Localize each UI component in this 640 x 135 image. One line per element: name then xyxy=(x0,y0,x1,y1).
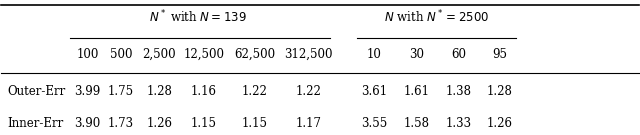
Text: 60: 60 xyxy=(451,48,467,61)
Text: 3.90: 3.90 xyxy=(74,117,100,130)
Text: 1.73: 1.73 xyxy=(108,117,134,130)
Text: 1.15: 1.15 xyxy=(191,117,217,130)
Text: $N$ with $N^* = 2500$: $N$ with $N^* = 2500$ xyxy=(385,9,490,26)
Text: 1.26: 1.26 xyxy=(147,117,172,130)
Text: 3.55: 3.55 xyxy=(361,117,387,130)
Text: $N^*$ with $N = 139$: $N^*$ with $N = 139$ xyxy=(149,9,247,26)
Text: 12,500: 12,500 xyxy=(184,48,225,61)
Text: Outer-Err: Outer-Err xyxy=(8,85,66,98)
Text: 3.61: 3.61 xyxy=(361,85,387,98)
Text: 30: 30 xyxy=(410,48,424,61)
Text: 62,500: 62,500 xyxy=(234,48,276,61)
Text: Inner-Err: Inner-Err xyxy=(8,117,64,130)
Text: 1.22: 1.22 xyxy=(296,85,321,98)
Text: 10: 10 xyxy=(367,48,381,61)
Text: 1.15: 1.15 xyxy=(242,117,268,130)
Text: 1.61: 1.61 xyxy=(404,85,430,98)
Text: 3.99: 3.99 xyxy=(74,85,100,98)
Text: 1.26: 1.26 xyxy=(486,117,513,130)
Text: 1.22: 1.22 xyxy=(242,85,268,98)
Text: 312,500: 312,500 xyxy=(284,48,333,61)
Text: 1.75: 1.75 xyxy=(108,85,134,98)
Text: 500: 500 xyxy=(110,48,132,61)
Text: 95: 95 xyxy=(492,48,507,61)
Text: 1.33: 1.33 xyxy=(446,117,472,130)
Text: 1.28: 1.28 xyxy=(147,85,172,98)
Text: 1.28: 1.28 xyxy=(487,85,513,98)
Text: 1.16: 1.16 xyxy=(191,85,217,98)
Text: 1.17: 1.17 xyxy=(296,117,321,130)
Text: 1.58: 1.58 xyxy=(404,117,430,130)
Text: 1.38: 1.38 xyxy=(446,85,472,98)
Text: 2,500: 2,500 xyxy=(143,48,176,61)
Text: 100: 100 xyxy=(76,48,99,61)
